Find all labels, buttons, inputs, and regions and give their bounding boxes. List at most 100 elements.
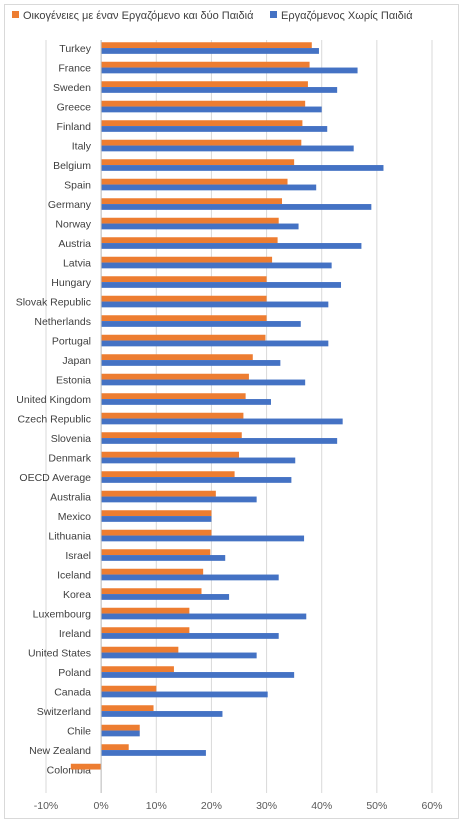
bar-one-earner-two-children xyxy=(101,159,295,166)
category-label: Chile xyxy=(67,725,91,737)
bar-one-earner-two-children xyxy=(70,763,102,770)
bar-one-earner-two-children xyxy=(101,295,267,302)
bar-one-earner-two-children xyxy=(101,705,154,712)
bar-no-children xyxy=(101,379,306,386)
category-label: Ireland xyxy=(59,628,91,640)
bar-one-earner-two-children xyxy=(101,393,246,400)
bar-no-children xyxy=(101,691,268,698)
category-label: Austria xyxy=(58,238,91,250)
category-label: Greece xyxy=(57,101,92,113)
bar-one-earner-two-children xyxy=(101,354,253,361)
bar-no-children xyxy=(101,340,329,347)
category-label: Norway xyxy=(55,218,91,230)
bar-one-earner-two-children xyxy=(101,256,273,263)
category-label: Canada xyxy=(54,686,91,698)
bar-no-children xyxy=(101,652,257,659)
bar-no-children xyxy=(101,594,230,600)
category-label: Iceland xyxy=(57,569,91,581)
bar-one-earner-two-children xyxy=(101,61,310,68)
bar-no-children xyxy=(101,301,329,308)
category-label: Mexico xyxy=(58,511,91,523)
bar-no-children xyxy=(101,730,140,737)
category-label: Slovenia xyxy=(51,433,91,445)
bar-one-earner-two-children xyxy=(101,471,235,478)
bar-one-earner-two-children xyxy=(101,666,174,673)
bar-one-earner-two-children xyxy=(101,412,244,419)
bar-one-earner-two-children xyxy=(101,42,312,49)
bar-one-earner-two-children xyxy=(101,432,242,439)
legend: Οικογένειες με έναν Εργαζόμενο και δύο Π… xyxy=(8,8,458,24)
bar-no-children xyxy=(101,126,328,132)
category-label: United Kingdom xyxy=(16,394,91,406)
legend-label-families: Οικογένειες με έναν Εργαζόμενο και δύο Π… xyxy=(23,10,254,22)
bar-one-earner-two-children xyxy=(101,685,157,692)
bar-no-children xyxy=(101,145,354,152)
bar-no-children xyxy=(101,496,257,503)
bar-one-earner-two-children xyxy=(101,568,204,575)
category-label: Belgium xyxy=(53,160,91,172)
bar-no-children xyxy=(101,711,223,717)
bar-no-children xyxy=(101,87,338,93)
bar-one-earner-two-children xyxy=(101,139,302,146)
bar-one-earner-two-children xyxy=(101,217,279,224)
x-tick-label: 20% xyxy=(201,800,222,812)
bar-no-children xyxy=(101,48,319,54)
bar-one-earner-two-children xyxy=(101,607,190,614)
bar-one-earner-two-children xyxy=(101,744,129,751)
bar-no-children xyxy=(101,672,295,678)
bar-one-earner-two-children xyxy=(101,627,190,634)
x-tick-label: 10% xyxy=(146,800,167,812)
category-label: Hungary xyxy=(51,277,91,289)
category-label: Lithuania xyxy=(48,530,91,542)
category-label: New Zealand xyxy=(29,745,91,757)
category-label: Denmark xyxy=(48,452,91,464)
bar-one-earner-two-children xyxy=(101,724,140,731)
category-label: Germany xyxy=(48,199,92,211)
category-label: Estonia xyxy=(56,374,91,386)
x-tick-label: 60% xyxy=(421,800,442,812)
legend-label-no-children: Εργαζόμενος Χωρίς Παιδιά xyxy=(281,10,413,22)
category-label: Sweden xyxy=(53,82,91,94)
legend-item-families: Οικογένειες με έναν Εργαζόμενο και δύο Π… xyxy=(12,10,253,22)
bar-no-children xyxy=(101,360,281,366)
category-label: Slovak Republic xyxy=(16,296,91,308)
bar-no-children xyxy=(101,184,317,191)
category-label: Finland xyxy=(57,121,92,133)
bar-no-children xyxy=(101,477,292,483)
bar-one-earner-two-children xyxy=(101,81,308,88)
bar-one-earner-two-children xyxy=(101,178,288,185)
bar-no-children xyxy=(101,438,338,444)
x-tick-label: 30% xyxy=(256,800,277,812)
bar-no-children xyxy=(101,574,279,581)
category-label: Australia xyxy=(50,491,91,503)
category-label: Israel xyxy=(65,550,91,562)
x-tick-label: 50% xyxy=(366,800,387,812)
category-label: OECD Average xyxy=(19,472,91,484)
x-tick-label: 0% xyxy=(94,800,109,812)
bar-one-earner-two-children xyxy=(101,510,212,517)
bar-one-earner-two-children xyxy=(101,646,179,653)
category-label: France xyxy=(58,62,91,74)
bar-one-earner-two-children xyxy=(101,120,303,127)
category-label: Poland xyxy=(58,667,91,679)
category-label: Turkey xyxy=(59,43,91,55)
category-label: United States xyxy=(28,647,91,659)
bar-no-children xyxy=(101,399,271,405)
bar-one-earner-two-children xyxy=(101,549,211,556)
category-label: Luxembourg xyxy=(33,608,92,620)
category-label: Latvia xyxy=(63,257,91,269)
bar-one-earner-two-children xyxy=(101,588,202,595)
bar-one-earner-two-children xyxy=(101,529,212,536)
bar-no-children xyxy=(101,204,372,210)
bar-no-children xyxy=(101,750,206,756)
bar-one-earner-two-children xyxy=(101,198,283,205)
bar-one-earner-two-children xyxy=(101,237,278,244)
bar-no-children xyxy=(101,535,305,542)
category-label: Czech Republic xyxy=(17,413,91,425)
bar-one-earner-two-children xyxy=(101,276,267,283)
category-label: Korea xyxy=(63,589,91,601)
category-label: Portugal xyxy=(52,335,91,347)
bar-one-earner-two-children xyxy=(101,334,266,341)
category-label: Switzerland xyxy=(37,706,91,718)
